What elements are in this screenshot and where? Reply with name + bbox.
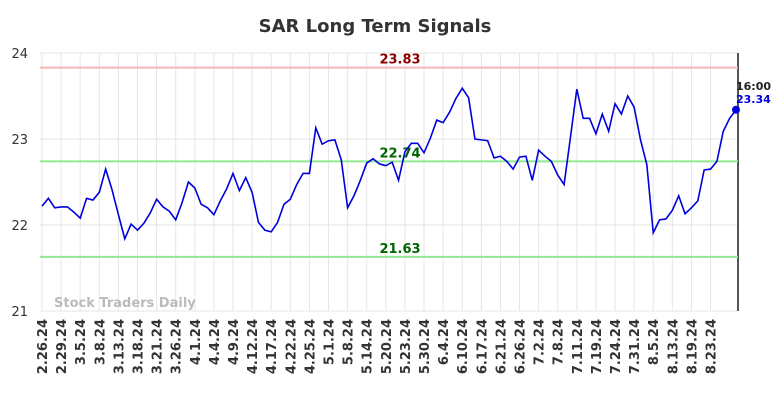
last-point <box>732 105 740 114</box>
x-tick-label: 6.17.24 <box>475 319 490 374</box>
y-tick-label: 23 <box>11 133 28 148</box>
x-tick-label: 8.13.24 <box>666 319 681 374</box>
x-tick-label: 7.11.24 <box>571 319 586 374</box>
x-tick-label: 5.8.24 <box>342 319 357 365</box>
reference-label: 22.74 <box>379 146 420 161</box>
x-tick-label: 2.29.24 <box>55 319 70 374</box>
x-tick-label: 8.23.24 <box>705 319 720 374</box>
x-tick-label: 4.25.24 <box>303 319 318 374</box>
chart-title: SAR Long Term Signals <box>259 16 492 37</box>
x-tick-label: 3.13.24 <box>112 319 127 374</box>
y-tick-label: 22 <box>11 219 28 234</box>
y-tick-label: 21 <box>11 305 28 320</box>
last-time: 16:00 <box>736 80 771 93</box>
x-tick-label: 6.21.24 <box>494 319 509 374</box>
x-tick-label: 3.5.24 <box>74 319 89 365</box>
last-value: 23.34 <box>736 93 771 106</box>
watermark: Stock Traders Daily <box>54 296 196 311</box>
price-line <box>41 86 737 242</box>
x-tick-label: 4.12.24 <box>246 319 261 374</box>
x-tick-label: 7.24.24 <box>609 319 624 374</box>
x-tick-label: 2.26.24 <box>36 319 51 374</box>
x-tick-label: 5.1.24 <box>323 319 338 365</box>
x-tick-label: 7.19.24 <box>590 319 605 374</box>
x-tick-label: 4.9.24 <box>227 319 242 365</box>
x-tick-label: 7.8.24 <box>552 319 567 365</box>
reference-label: 23.83 <box>379 53 420 68</box>
x-tick-label: 6.4.24 <box>437 319 452 365</box>
x-tick-label: 4.17.24 <box>265 319 280 374</box>
x-tick-label: 3.8.24 <box>93 319 108 365</box>
x-tick-label: 3.21.24 <box>151 319 166 374</box>
y-tick-label: 24 <box>11 47 28 62</box>
x-tick-label: 8.19.24 <box>685 319 700 374</box>
x-tick-label: 7.2.24 <box>533 319 548 365</box>
x-tick-label: 4.22.24 <box>284 319 299 374</box>
x-tick-label: 8.5.24 <box>647 319 662 365</box>
x-tick-label: 5.23.24 <box>399 319 414 374</box>
x-tick-label: 3.26.24 <box>170 319 185 374</box>
x-tick-label: 4.4.24 <box>208 319 223 365</box>
reference-label: 21.63 <box>379 242 420 257</box>
x-tick-label: 5.30.24 <box>418 319 433 374</box>
x-tick-label: 5.14.24 <box>361 319 376 374</box>
x-tick-label: 6.10.24 <box>456 319 471 374</box>
x-tick-label: 3.18.24 <box>132 319 147 374</box>
x-tick-label: 6.26.24 <box>514 319 529 374</box>
x-tick-label: 7.31.24 <box>628 319 643 374</box>
x-tick-label: 5.20.24 <box>380 319 395 374</box>
x-tick-label: 4.1.24 <box>189 319 204 365</box>
